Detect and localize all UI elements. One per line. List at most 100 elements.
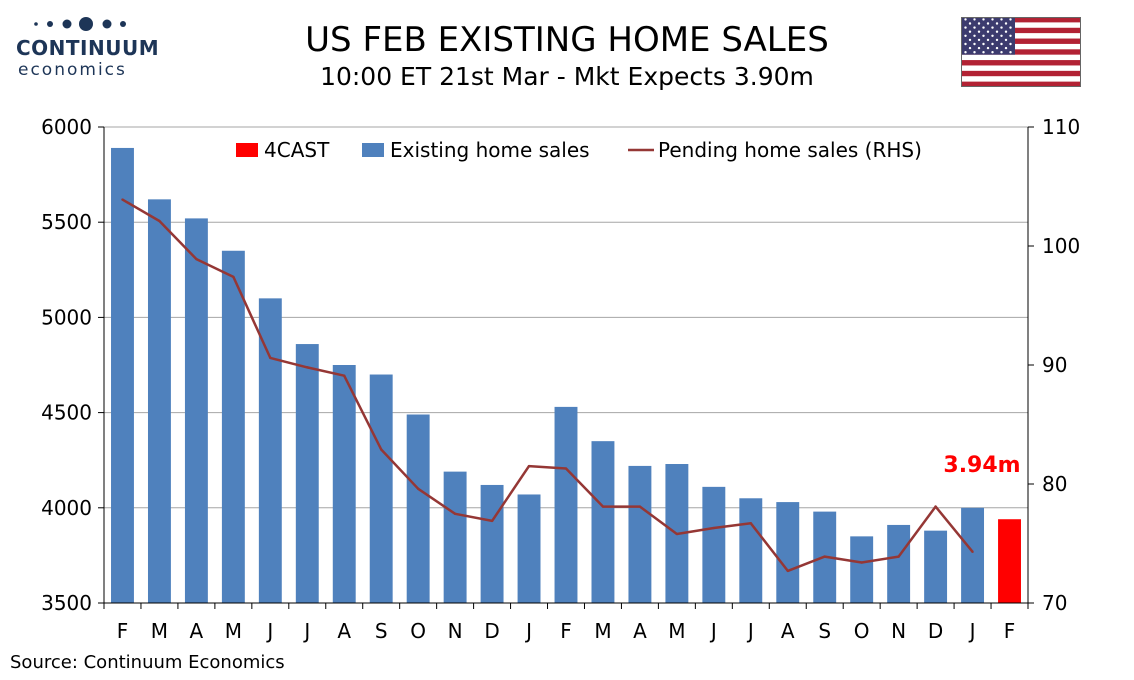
y-right-tick-label: 90 <box>1042 353 1067 377</box>
bar <box>591 441 615 603</box>
bar <box>702 486 726 603</box>
y-left-tick-label: 5500 <box>41 210 92 234</box>
forecast-label: 3.94m <box>943 453 1020 478</box>
line-point <box>306 366 309 369</box>
bar <box>111 147 134 603</box>
chart-title: US FEB EXISTING HOME SALES <box>305 20 829 60</box>
line-point <box>380 448 383 451</box>
x-tick-label: S <box>818 619 831 643</box>
line-point <box>786 569 789 573</box>
y-left-tick-label: 6000 <box>41 115 92 139</box>
y-left-tick-label: 4000 <box>41 496 92 520</box>
line-point <box>232 275 235 279</box>
x-tick-label: M <box>151 619 168 643</box>
line-point <box>343 374 346 377</box>
bar <box>147 199 171 604</box>
line-point <box>453 512 457 515</box>
line-point <box>971 550 974 554</box>
bar <box>961 507 985 603</box>
legend-swatch <box>362 143 384 157</box>
line-point <box>195 257 198 261</box>
chart-subtitle: 10:00 ET 21st Mar - Mkt Expects 3.90m <box>320 62 814 91</box>
legend-label: 4CAST <box>264 138 330 162</box>
annotation: 3.94m <box>943 453 1020 478</box>
line-point <box>121 198 124 201</box>
line-point <box>823 555 826 558</box>
line-point <box>416 487 420 490</box>
x-tick-label: M <box>668 619 685 643</box>
legend-swatch <box>236 143 258 157</box>
bars <box>111 147 1021 604</box>
y-right-tick-label: 80 <box>1042 472 1067 496</box>
pending-line <box>121 198 974 573</box>
bar <box>924 530 948 603</box>
source-note: Source: Continuum Economics <box>10 652 285 673</box>
x-tick-label: D <box>484 619 499 643</box>
bar <box>443 471 467 603</box>
x-tick-label: N <box>891 619 906 643</box>
x-tick-label: F <box>1004 619 1016 643</box>
x-tick-label: J <box>302 619 310 643</box>
x-tick-label: S <box>375 619 388 643</box>
bar <box>850 536 874 603</box>
bar <box>554 406 578 603</box>
line-point <box>601 505 605 508</box>
bar <box>887 524 911 603</box>
line-point <box>527 464 531 468</box>
x-tick-label: F <box>560 619 572 643</box>
line-point <box>675 532 679 536</box>
x-tick-label: M <box>594 619 611 643</box>
legend: 4CAST Existing home sales Pending home sal… <box>236 138 922 162</box>
bar <box>739 498 763 603</box>
bar <box>406 414 430 603</box>
line-point <box>638 505 642 508</box>
x-tick-label: A <box>633 619 647 643</box>
logo-brand: CONTINUUM <box>16 36 160 60</box>
line-point <box>269 356 272 360</box>
x-tick-label: J <box>709 619 717 643</box>
line-point <box>564 467 568 470</box>
line-point <box>712 526 716 530</box>
bar <box>184 218 208 603</box>
bar <box>517 494 541 603</box>
bar <box>332 365 356 603</box>
bar <box>258 298 282 603</box>
logo-dots-icon <box>34 17 126 31</box>
x-tick-label: O <box>410 619 426 643</box>
y-left-tick-label: 4500 <box>41 401 92 425</box>
line-point <box>897 555 900 558</box>
x-tick-label: N <box>448 619 463 643</box>
x-tick-label: J <box>746 619 754 643</box>
legend-label: Existing home sales <box>390 138 590 162</box>
bar <box>628 465 652 603</box>
line-point <box>490 519 494 523</box>
y-right-tick-label: 70 <box>1042 591 1067 615</box>
bar <box>221 250 245 603</box>
continuum-logo: CONTINUUM economics <box>12 14 159 80</box>
bar <box>776 502 800 603</box>
x-tick-label: J <box>968 619 976 643</box>
logo-subtitle: economics <box>18 60 127 80</box>
y-right-tick-label: 110 <box>1042 115 1080 139</box>
x-tick-label: A <box>781 619 795 643</box>
bar <box>295 344 319 603</box>
pending-line-path <box>121 198 974 573</box>
bar <box>369 374 393 603</box>
legend-label: Pending home sales (RHS) <box>658 138 922 162</box>
x-tick-label: A <box>337 619 351 643</box>
bar <box>480 484 504 603</box>
bar <box>998 519 1021 603</box>
x-tick-label: F <box>117 619 129 643</box>
y-right-tick-label: 100 <box>1042 234 1080 258</box>
line-point <box>749 522 752 525</box>
y-left-tick-label: 3500 <box>41 591 92 615</box>
x-tick-label: J <box>265 619 273 643</box>
line-point <box>158 219 161 223</box>
line-point <box>860 561 863 564</box>
y-left-tick-label: 5000 <box>41 305 92 329</box>
us-flag-icon <box>961 17 1081 87</box>
x-tick-label: M <box>225 619 242 643</box>
x-tick-label: D <box>928 619 943 643</box>
